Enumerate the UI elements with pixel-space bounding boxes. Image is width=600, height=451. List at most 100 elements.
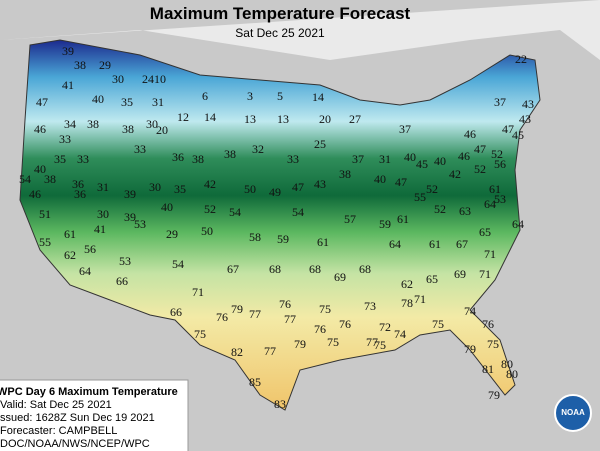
temperature-label: 25 (314, 137, 326, 151)
logo-text: NOAA (561, 408, 585, 417)
temperature-label: 74 (464, 304, 476, 318)
temperature-label: 65 (426, 272, 438, 286)
temperature-label: 40 (404, 150, 416, 164)
temperature-label: 68 (359, 262, 371, 276)
temperature-label: 75 (319, 302, 331, 316)
temperature-label: 69 (334, 270, 346, 284)
temperature-label: 67 (456, 237, 468, 251)
temperature-label: 64 (484, 197, 496, 211)
temperature-label: 59 (379, 217, 391, 231)
temperature-label: 49 (269, 185, 281, 199)
temperature-label: 47 (292, 180, 304, 194)
temperature-label: 5 (277, 89, 283, 103)
temperature-label: 39 (124, 210, 136, 224)
temperature-label: 54 (292, 205, 304, 219)
temperature-label: 76 (482, 317, 494, 331)
temperature-label: 24 (142, 72, 154, 86)
temperature-label: 33 (77, 152, 89, 166)
temperature-label: 52 (434, 202, 446, 216)
temperature-label: 77 (284, 312, 296, 326)
temperature-label: 75 (487, 337, 499, 351)
temperature-label: 50 (244, 182, 256, 196)
temperature-label: 52 (491, 147, 503, 161)
temperature-label: 76 (314, 322, 326, 336)
temperature-label: 67 (227, 262, 239, 276)
temperature-label: 64 (512, 217, 524, 231)
temperature-label: 64 (389, 237, 401, 251)
temperature-label: 55 (414, 190, 426, 204)
temperature-label: 64 (79, 264, 91, 278)
temperature-label: 43 (522, 97, 534, 111)
temperature-label: 62 (64, 248, 76, 262)
legend-line: WPC Day 6 Maximum Temperature (0, 386, 178, 398)
legend-line: DOC/NOAA/NWS/NCEP/WPC (0, 438, 150, 450)
temperature-label: 10 (154, 72, 166, 86)
temperature-label: 38 (44, 172, 56, 186)
temperature-label: 68 (309, 262, 321, 276)
temperature-label: 71 (484, 247, 496, 261)
temperature-label: 78 (401, 296, 413, 310)
temperature-label: 76 (216, 310, 228, 324)
temperature-label: 40 (374, 172, 386, 186)
temperature-label: 71 (479, 267, 491, 281)
temperature-label: 37 (352, 152, 364, 166)
temperature-label: 65 (479, 225, 491, 239)
temperature-label: 75 (327, 335, 339, 349)
temperature-label: 83 (274, 397, 286, 411)
temperature-label: 40 (434, 154, 446, 168)
temperature-label: 30 (97, 207, 109, 221)
temperature-label: 34 (64, 117, 76, 131)
temperature-label: 54 (229, 205, 241, 219)
temperature-label: 37 (399, 122, 411, 136)
temperature-label: 46 (458, 149, 470, 163)
temperature-label: 41 (94, 222, 106, 236)
temperature-label: 66 (116, 274, 128, 288)
temperature-label: 47 (395, 175, 407, 189)
temperature-label: 80 (501, 357, 513, 371)
temperature-label: 38 (74, 58, 86, 72)
temperature-label: 61 (429, 237, 441, 251)
temperature-label: 71 (192, 285, 204, 299)
temperature-label: 43 (519, 112, 531, 126)
temperature-label: 61 (317, 235, 329, 249)
temperature-label: 75 (374, 338, 386, 352)
temperature-label: 54 (172, 257, 184, 271)
legend-box (0, 379, 189, 451)
temperature-label: 45 (416, 157, 428, 171)
temperature-label: 40 (92, 92, 104, 106)
temperature-label: 61 (397, 212, 409, 226)
temperature-label: 79 (488, 388, 500, 402)
temperature-label: 37 (494, 95, 506, 109)
temperature-label: 57 (344, 212, 356, 226)
temperature-label: 52 (426, 182, 438, 196)
temperature-label: 31 (152, 95, 164, 109)
temperature-label: 77 (264, 344, 276, 358)
temperature-label: 72 (379, 320, 391, 334)
temperature-label: 68 (269, 262, 281, 276)
temperature-label: 47 (502, 122, 514, 136)
temperature-label: 53 (134, 217, 146, 231)
temperature-label: 12 (177, 110, 189, 124)
temperature-label: 62 (401, 277, 413, 291)
temperature-label: 79 (231, 302, 243, 316)
temperature-label: 74 (394, 327, 406, 341)
temperature-label: 39 (124, 187, 136, 201)
temperature-label: 55 (39, 235, 51, 249)
temperature-label: 38 (224, 147, 236, 161)
temperature-label: 31 (379, 152, 391, 166)
temperature-label: 35 (121, 95, 133, 109)
temperature-label: 33 (134, 142, 146, 156)
temperature-label: 30 (146, 117, 158, 131)
temperature-label: 41 (62, 78, 74, 92)
temperature-label: 3 (247, 89, 253, 103)
temperature-label: 42 (204, 177, 216, 191)
temperature-label: 30 (112, 72, 124, 86)
temperature-label: 35 (174, 182, 186, 196)
temperature-label: 63 (459, 204, 471, 218)
temperature-label: 22 (515, 52, 527, 66)
temperature-label: 6 (202, 89, 208, 103)
temperature-label: 52 (474, 162, 486, 176)
temperature-label: 53 (119, 254, 131, 268)
